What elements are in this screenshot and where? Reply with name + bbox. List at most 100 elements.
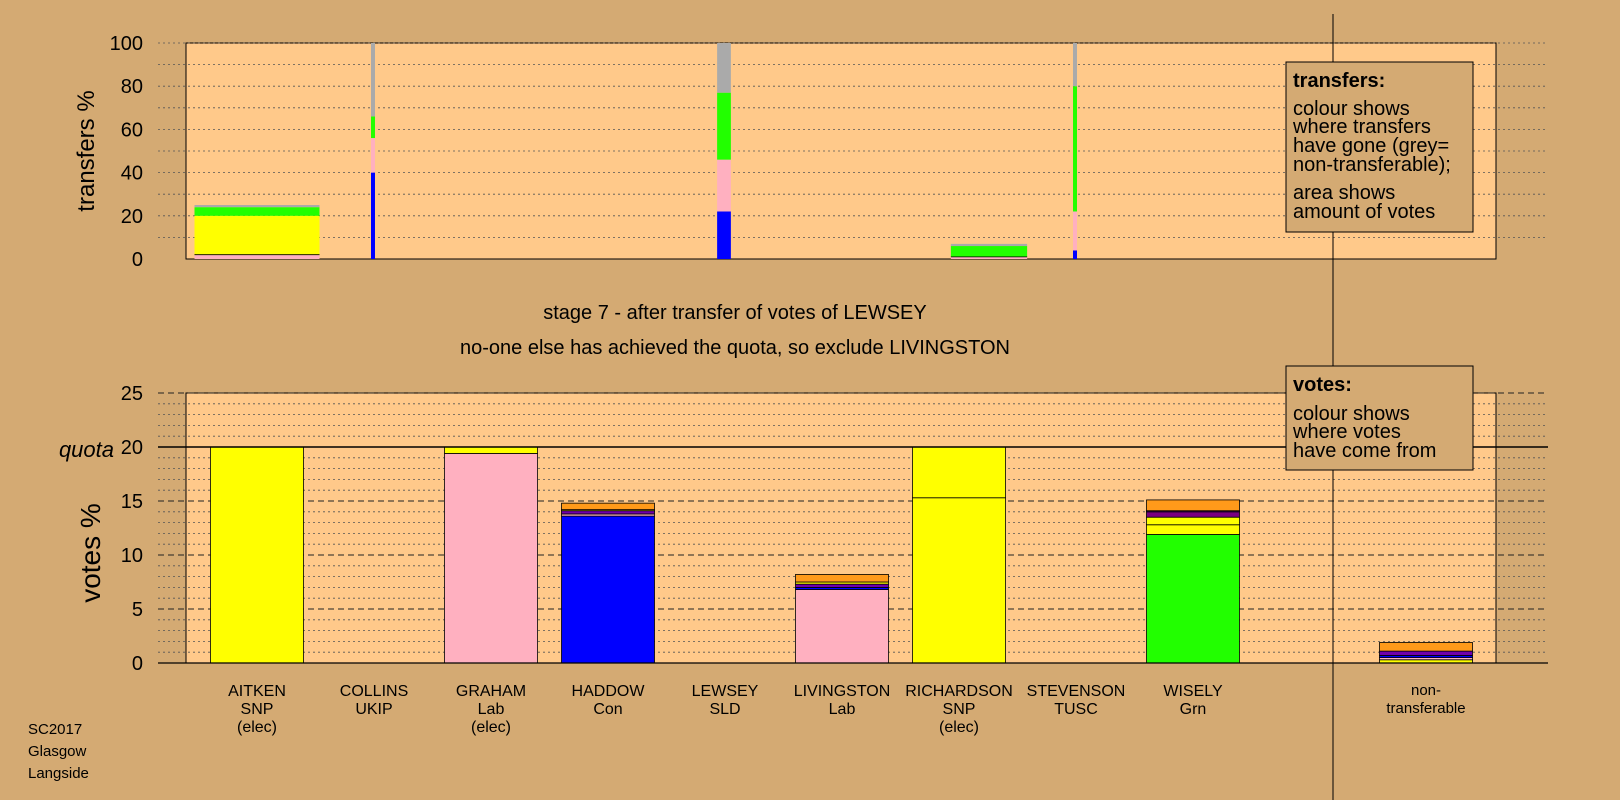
transfers-legend-line: non-transferable); — [1293, 154, 1451, 176]
vote-segment — [561, 510, 655, 515]
votes-legend-title: votes: — [1293, 374, 1352, 396]
candidate-party: SLD — [709, 701, 740, 718]
transfer-segment — [717, 211, 731, 259]
vote-segment — [912, 497, 1006, 664]
transfers-y-tick-label: 20 — [121, 206, 143, 228]
vote-segment — [795, 583, 889, 588]
transfers-grid — [158, 42, 1548, 238]
footer-line: Langside — [28, 765, 89, 782]
vote-segment — [444, 446, 538, 454]
constituency-footer: SC2017 Glasgow Langside — [28, 721, 89, 782]
transfers-legend-line: area shows — [1293, 182, 1395, 204]
votes-legend-box — [1285, 365, 1474, 471]
transfer-segment — [371, 43, 375, 117]
footer-line: SC2017 — [28, 721, 82, 738]
transfer-segment — [717, 159, 731, 212]
candidate-name: STEVENSON — [1027, 683, 1126, 700]
candidate-party: SNP — [943, 701, 976, 718]
candidate-party: UKIP — [355, 701, 392, 718]
transfers-legend-line: have gone (grey= — [1293, 135, 1449, 157]
transfer-segment — [194, 207, 320, 216]
transfers-legend-line: amount of votes — [1293, 201, 1435, 223]
vote-segment — [1146, 511, 1240, 518]
votes-y-tick-label: 25 — [121, 383, 143, 405]
vote-segment — [795, 589, 889, 664]
transfer-segment — [371, 138, 375, 173]
votes-legend-line: have come from — [1293, 440, 1436, 462]
candidate-name: HADDOW — [572, 683, 646, 700]
candidate-labels: AITKENSNP(elec)COLLINSUKIPGRAHAMLab(elec… — [228, 682, 1466, 736]
candidate-status: (elec) — [237, 719, 277, 736]
candidate-name: AITKEN — [228, 683, 286, 700]
transfer-segment — [1073, 250, 1077, 259]
nontransferable-label: transferable — [1386, 700, 1465, 717]
action-heading: no-one else has achieved the quota, so e… — [460, 337, 1010, 359]
candidate-name: LIVINGSTON — [794, 683, 891, 700]
transfer-segment — [950, 243, 1028, 247]
votes-y-tick-label: 15 — [121, 491, 143, 513]
candidate-name: LEWSEY — [692, 683, 759, 700]
transfers-legend-title: transfers: — [1293, 70, 1385, 92]
stage-heading: stage 7 - after transfer of votes of LEW… — [543, 302, 927, 324]
transfers-panel: 0 20 40 60 80 100 transfers % — [73, 33, 1548, 271]
nontransferable-label: non- — [1411, 682, 1441, 699]
transfer-segment — [717, 92, 731, 160]
transfers-y-tick-label: 80 — [121, 76, 143, 98]
candidate-name: RICHARDSON — [905, 683, 1013, 700]
candidate-party: Lab — [478, 701, 505, 718]
vote-segment — [561, 515, 655, 664]
votes-legend-line: where votes — [1292, 421, 1401, 443]
vote-segment — [210, 446, 304, 664]
vote-segment — [795, 574, 889, 583]
transfers-y-tick-label: 0 — [132, 249, 143, 271]
transfers-legend-line: where transfers — [1292, 116, 1431, 138]
candidate-name: WISELY — [1163, 683, 1223, 700]
votes-y-tick-label: 20 — [121, 437, 143, 459]
transfer-segment — [194, 205, 320, 208]
candidate-party: Con — [593, 701, 622, 718]
candidate-status: (elec) — [939, 719, 979, 736]
transfers-y-tick-label: 100 — [110, 33, 143, 55]
transfers-legend-line: colour shows — [1293, 98, 1410, 120]
candidate-name: COLLINS — [340, 683, 408, 700]
candidate-party: Grn — [1180, 701, 1207, 718]
transfer-segment — [1073, 211, 1077, 251]
votes-y-axis-label: votes % — [75, 503, 106, 603]
transfer-segment — [950, 246, 1028, 257]
transfers-y-axis-label: transfers % — [73, 90, 100, 211]
votes-y-ticks: 0 5 10 15 20 25 — [121, 383, 143, 675]
transfers-legend-box — [1285, 61, 1474, 233]
vote-segment — [444, 453, 538, 664]
transfer-segment — [371, 116, 375, 139]
transfer-segment — [371, 172, 375, 259]
votes-y-tick-label: 0 — [132, 653, 143, 675]
transfer-segment — [717, 43, 731, 93]
vote-segment — [1146, 534, 1240, 664]
transfer-segment — [1073, 43, 1077, 87]
vote-segment — [1379, 642, 1473, 652]
vote-segment — [912, 446, 1006, 499]
candidate-party: SNP — [241, 701, 274, 718]
votes-y-tick-label: 10 — [121, 545, 143, 567]
candidate-party: Lab — [829, 701, 856, 718]
transfers-y-tick-label: 40 — [121, 163, 143, 185]
transfer-segment — [194, 254, 320, 259]
candidate-status: (elec) — [471, 719, 511, 736]
vote-segment — [1379, 650, 1473, 656]
candidate-name: GRAHAM — [456, 683, 526, 700]
votes-bars — [210, 446, 1473, 664]
transfers-y-tick-label: 60 — [121, 119, 143, 141]
transfer-segment — [950, 256, 1028, 259]
vote-segment — [1146, 499, 1240, 512]
votes-y-tick-label: 5 — [132, 599, 143, 621]
transfer-segment — [194, 215, 320, 255]
vote-segment — [561, 502, 655, 511]
footer-line: Glasgow — [28, 743, 87, 760]
vote-segment — [1146, 516, 1240, 526]
candidate-party: TUSC — [1054, 701, 1098, 718]
transfers-bars — [194, 43, 1077, 259]
quota-label: quota — [59, 437, 114, 462]
transfers-y-ticks: 0 20 40 60 80 100 — [110, 33, 143, 271]
